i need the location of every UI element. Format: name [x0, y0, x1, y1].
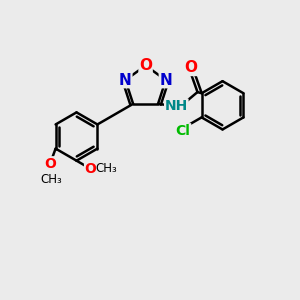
Text: CH₃: CH₃	[95, 162, 117, 175]
Text: N: N	[159, 73, 172, 88]
Text: O: O	[44, 157, 56, 171]
Text: N: N	[119, 73, 132, 88]
Text: NH: NH	[165, 99, 188, 113]
Text: CH₃: CH₃	[41, 172, 62, 186]
Text: O: O	[85, 162, 97, 176]
Text: Cl: Cl	[176, 124, 190, 138]
Text: O: O	[139, 58, 152, 73]
Text: O: O	[184, 60, 197, 75]
